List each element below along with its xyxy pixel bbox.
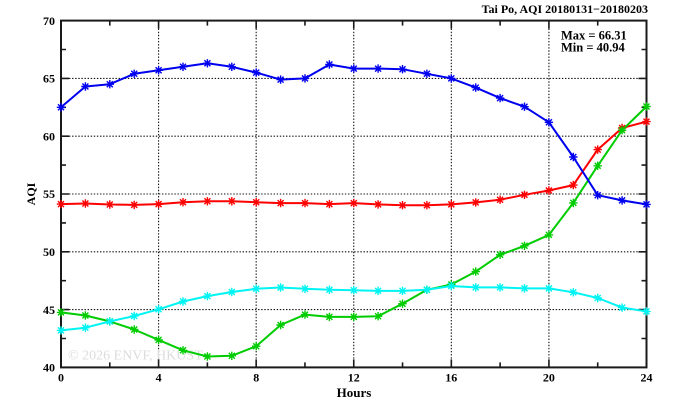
svg-text:24: 24 (641, 371, 653, 385)
svg-text:Tai Po, AQI 20180131−20180203: Tai Po, AQI 20180131−20180203 (482, 2, 648, 16)
svg-text:0: 0 (58, 371, 64, 385)
svg-text:40: 40 (43, 361, 55, 375)
svg-text:20: 20 (543, 371, 555, 385)
svg-text:50: 50 (43, 245, 55, 259)
svg-text:16: 16 (445, 371, 457, 385)
svg-text:© 2026 ENVF, HKUST: © 2026 ENVF, HKUST (68, 349, 203, 364)
svg-text:65: 65 (43, 72, 55, 86)
svg-text:70: 70 (43, 14, 55, 28)
svg-text:Hours: Hours (337, 385, 372, 400)
svg-text:Max = 66.31: Max = 66.31 (561, 29, 627, 43)
svg-text:45: 45 (43, 303, 55, 317)
svg-text:Min = 40.94: Min = 40.94 (561, 41, 625, 55)
svg-text:12: 12 (348, 371, 360, 385)
svg-text:60: 60 (43, 129, 55, 143)
svg-text:AQI: AQI (24, 182, 38, 205)
svg-text:8: 8 (253, 371, 259, 385)
svg-text:4: 4 (156, 371, 162, 385)
svg-text:55: 55 (43, 187, 55, 201)
